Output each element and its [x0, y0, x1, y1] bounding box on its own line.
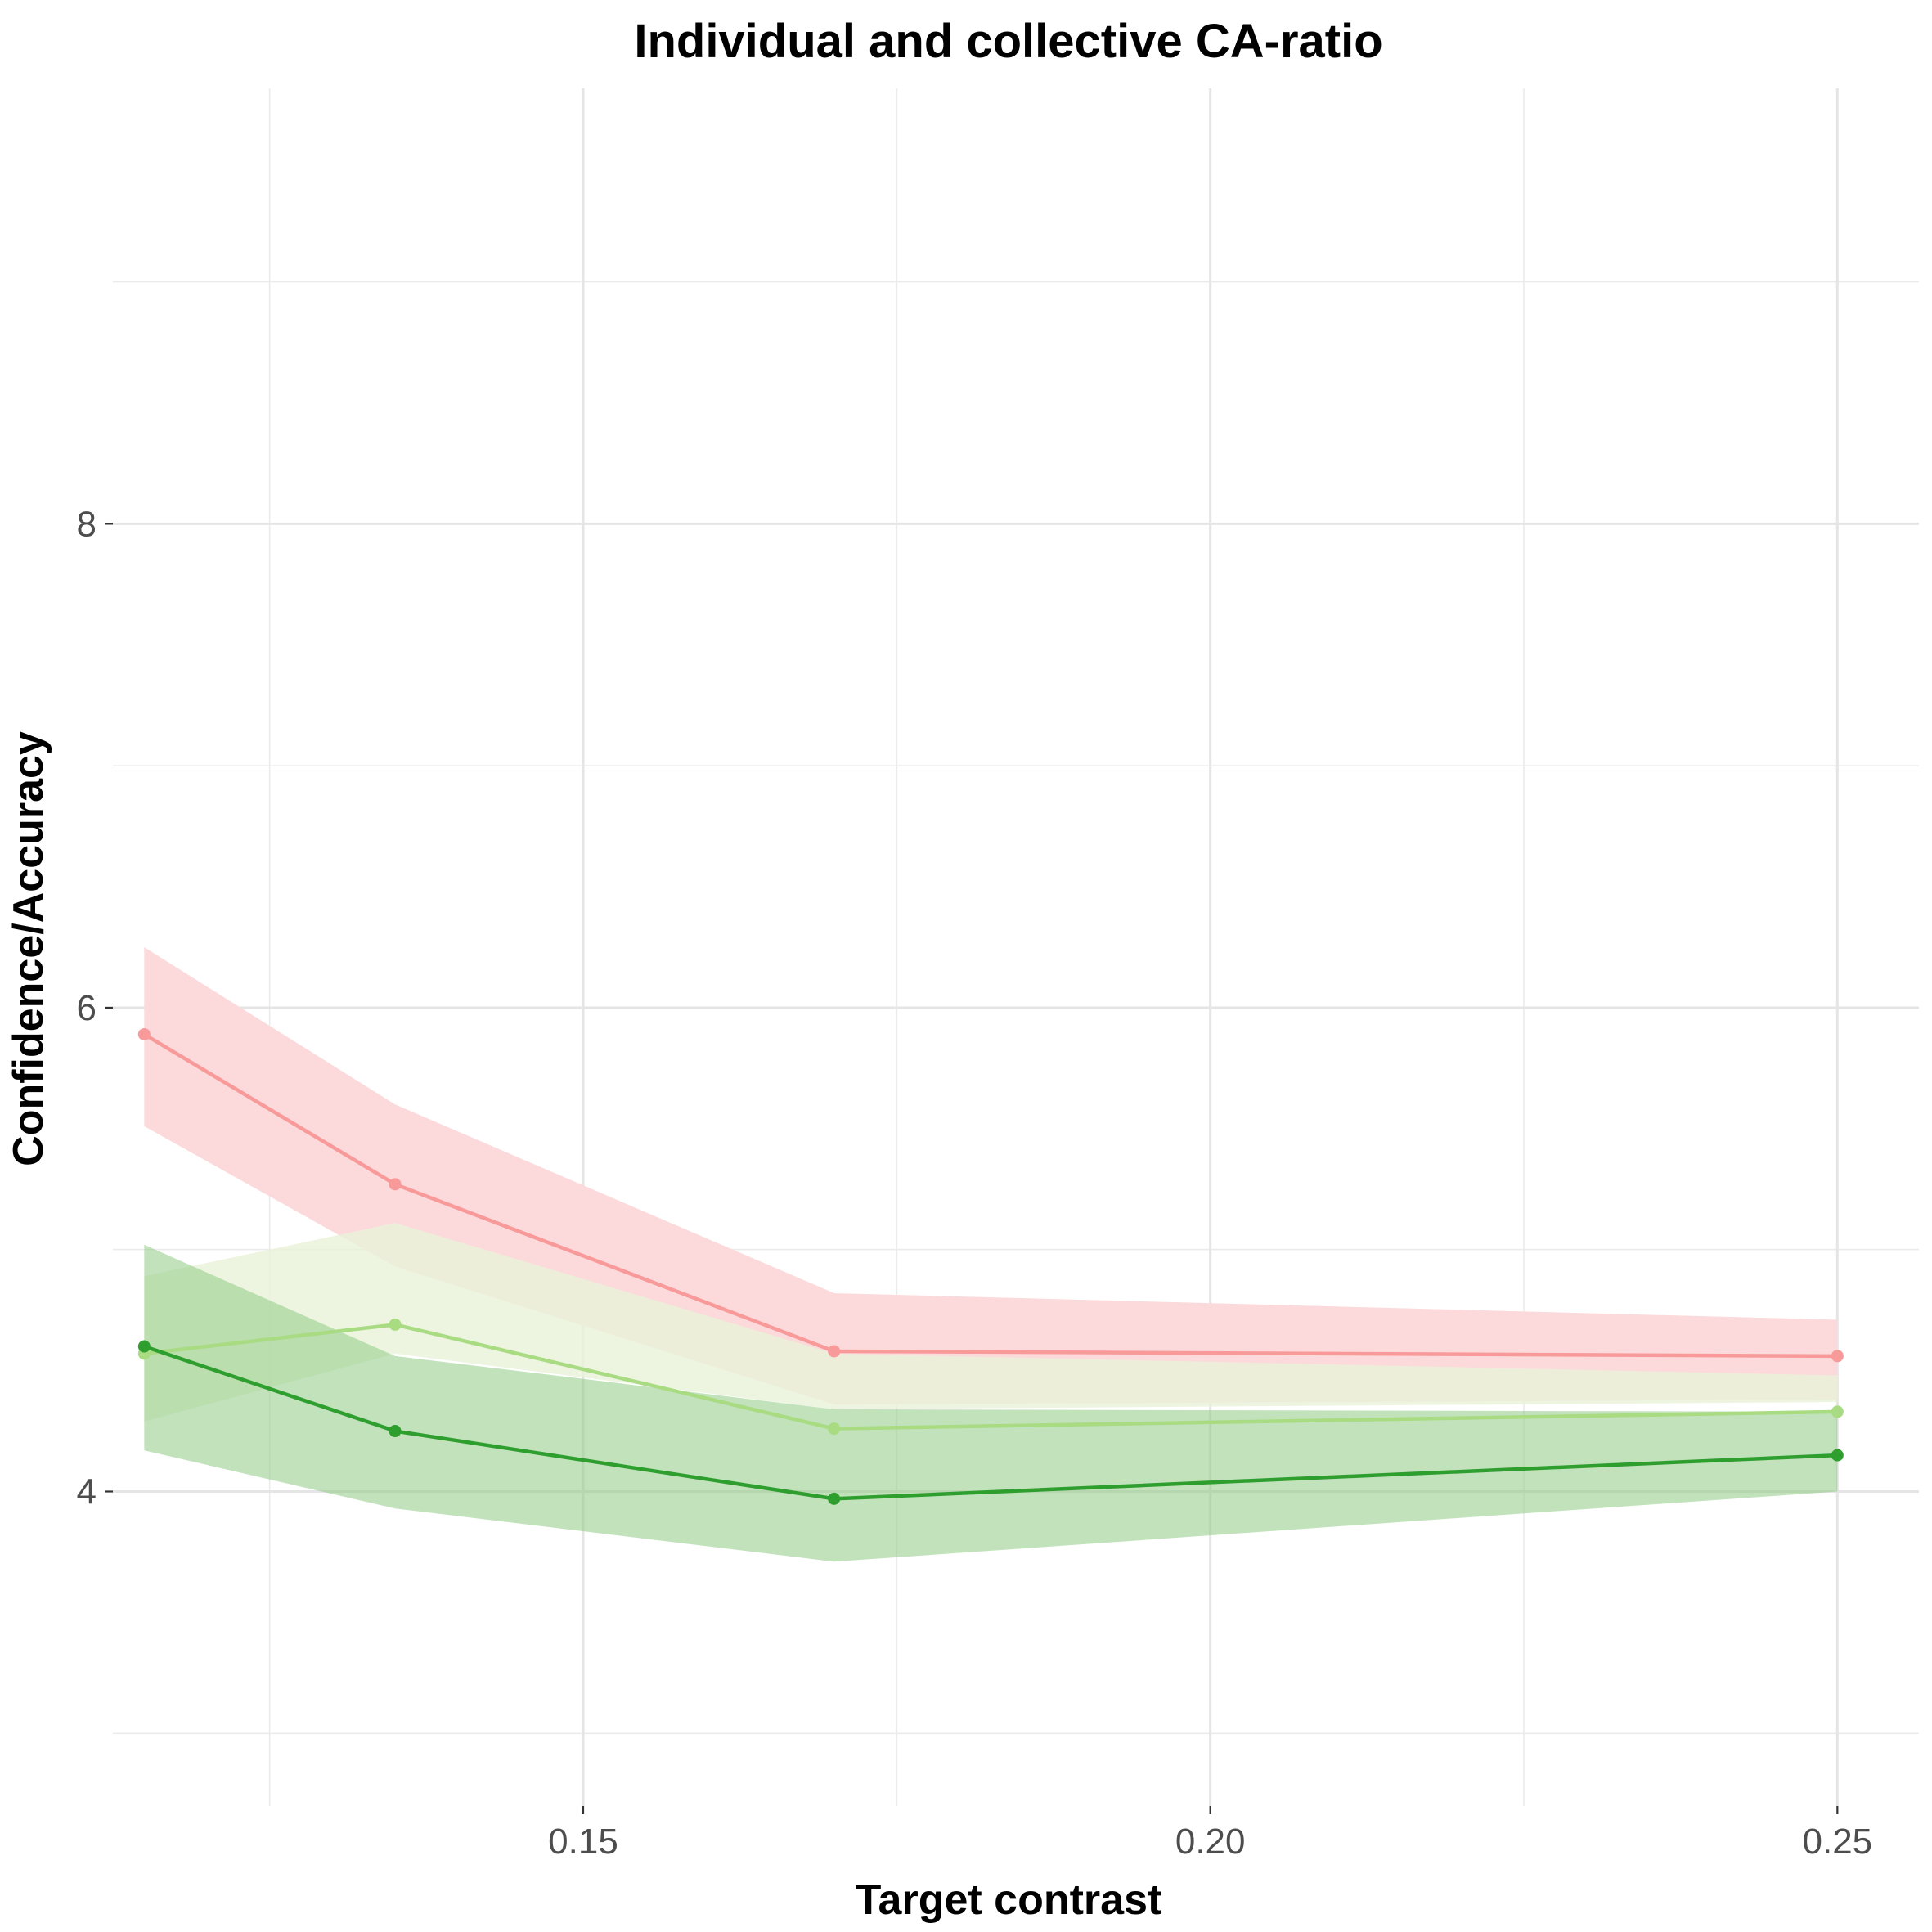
x-tick-label: 0.15 — [548, 1822, 618, 1862]
x-tick-label: 0.25 — [1803, 1822, 1873, 1862]
series-line-3 — [143, 1344, 1838, 1501]
data-point-series-3 — [137, 1340, 151, 1353]
data-point-series-1 — [389, 1178, 402, 1191]
data-point-series-2 — [1831, 1405, 1844, 1418]
data-point-series-3 — [828, 1492, 841, 1505]
confidence-band-3 — [144, 1244, 1838, 1562]
confidence-band-2 — [144, 1223, 1838, 1422]
x-axis-label: Target contrast — [856, 1876, 1162, 1924]
data-point-series-1 — [828, 1345, 841, 1358]
y-tick-label: 6 — [77, 988, 97, 1028]
data-point-series-3 — [1831, 1449, 1844, 1462]
confidence-bands — [144, 947, 1838, 1562]
chart-title: Individual and collective CA-ratio — [634, 15, 1382, 68]
series-line-2 — [144, 1323, 1838, 1431]
x-tick-label: 0.20 — [1175, 1822, 1246, 1862]
y-tick-label: 8 — [77, 504, 97, 544]
data-point-series-1 — [137, 1027, 151, 1040]
axes: 0.15 0.20 0.25 4 6 8 — [77, 504, 1873, 1862]
data-point-series-3 — [389, 1425, 402, 1438]
y-tick-label: 4 — [77, 1471, 97, 1512]
data-point-series-2 — [828, 1422, 841, 1436]
data-point-series-1 — [1831, 1350, 1844, 1363]
data-point-series-2 — [389, 1318, 402, 1331]
series-line-1 — [143, 1032, 1838, 1359]
series-points — [137, 1027, 1844, 1505]
y-axis-label: Confidence/Accuracy — [5, 731, 52, 1166]
series-lines — [143, 1032, 1838, 1501]
